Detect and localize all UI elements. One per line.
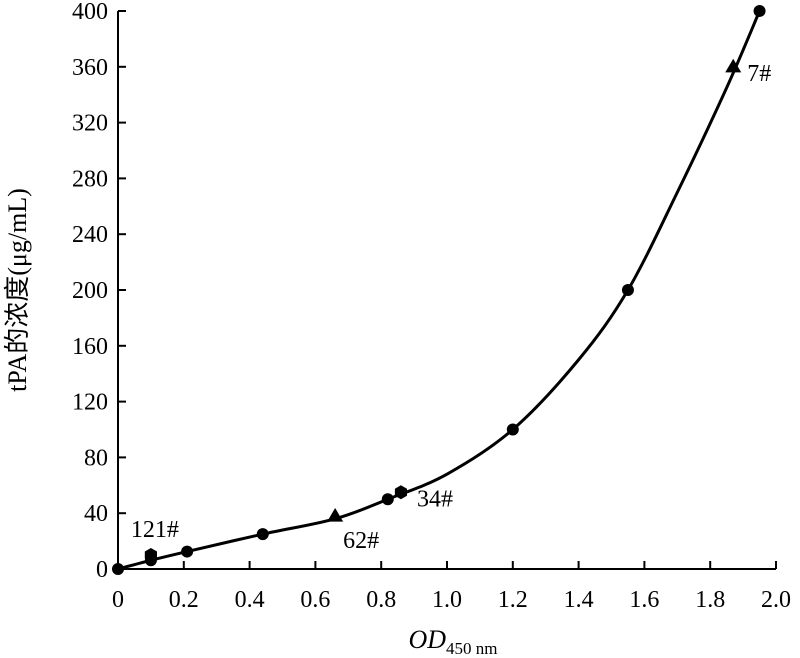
fit-curve <box>117 10 761 571</box>
x-tick-label: 0.8 <box>366 587 396 613</box>
data-point-circle <box>506 423 519 436</box>
sample-point-triangle <box>327 507 344 522</box>
sample-point-hexagon <box>394 485 407 500</box>
y-tick-label: 80 <box>84 445 108 471</box>
y-tick-label: 40 <box>84 501 108 527</box>
sample-point-hexagon <box>144 548 157 562</box>
y-axis-title: tPA的浓度(μg/mL) <box>3 188 32 392</box>
y-tick-label: 360 <box>72 55 108 81</box>
sample-label: 121# <box>131 517 179 543</box>
y-tick-label: 240 <box>72 222 108 248</box>
data-markers <box>112 5 766 575</box>
x-ticks: 0 0.2 0.4 0.6 0.8 1.0 1.2 1.4 1.6 1.8 2.0 <box>112 561 791 613</box>
x-tick-label: 1.0 <box>432 587 462 613</box>
data-point-circle <box>181 545 194 558</box>
x-tick-label: 1.6 <box>629 587 659 613</box>
y-tick-label: 200 <box>72 278 108 304</box>
y-tick-label: 400 <box>72 0 108 25</box>
y-tick-label: 320 <box>72 111 108 137</box>
sample-label: 34# <box>417 486 453 512</box>
x-tick-label: 0.4 <box>235 587 265 613</box>
y-tick-label: 120 <box>72 390 108 416</box>
x-tick-label: 2.0 <box>761 587 791 613</box>
x-tick-label: 0 <box>112 587 124 613</box>
y-ticks: 0 40 80 120 160 200 240 280 320 360 400 <box>72 0 126 583</box>
x-tick-label: 1.4 <box>564 587 594 613</box>
y-tick-label: 0 <box>96 557 108 583</box>
data-point-circle <box>621 284 634 296</box>
x-tick-label: 0.2 <box>169 587 199 613</box>
y-tick-label: 160 <box>72 334 108 360</box>
data-point-circle <box>112 563 124 575</box>
sample-label: 7# <box>747 61 771 87</box>
y-tick-label: 280 <box>72 166 108 192</box>
point-annotations: 62# 7# 121# 34# <box>131 61 771 554</box>
data-point-circle <box>753 5 766 17</box>
x-tick-label: 1.8 <box>695 587 725 613</box>
x-tick-label: 0.6 <box>300 587 330 613</box>
x-axis-title: OD450 nm <box>408 625 497 658</box>
sample-point-triangle <box>725 58 742 73</box>
x-axis-title-subscript: 450 nm <box>446 639 497 658</box>
x-tick-label: 1.2 <box>498 587 528 613</box>
x-axis-title-main: OD <box>408 625 446 654</box>
data-point-circle <box>381 493 394 506</box>
sample-label: 62# <box>343 528 379 554</box>
data-point-circle <box>256 528 269 541</box>
